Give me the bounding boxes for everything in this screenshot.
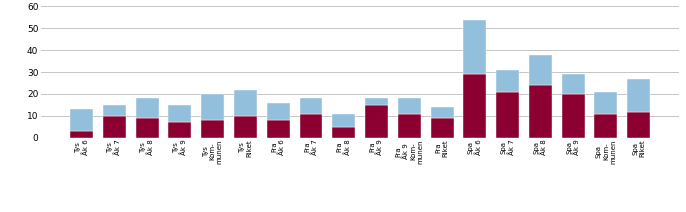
Bar — [463, 20, 486, 74]
Bar — [332, 114, 355, 127]
Bar — [562, 74, 584, 94]
Bar — [431, 107, 453, 118]
Bar — [627, 112, 650, 138]
Bar — [529, 54, 552, 85]
Bar — [595, 114, 617, 138]
Bar — [103, 116, 126, 138]
Bar — [169, 105, 191, 123]
Bar — [234, 116, 257, 138]
Bar — [136, 98, 158, 118]
Bar — [300, 98, 322, 114]
Bar — [529, 85, 552, 138]
Bar — [267, 120, 289, 138]
Bar — [365, 98, 388, 105]
Bar — [463, 74, 486, 138]
Bar — [267, 103, 289, 120]
Bar — [201, 120, 224, 138]
Bar — [70, 109, 93, 131]
Bar — [300, 114, 322, 138]
Bar — [201, 94, 224, 120]
Bar — [627, 79, 650, 112]
Bar — [398, 114, 421, 138]
Bar — [398, 98, 421, 114]
Bar — [234, 90, 257, 116]
Bar — [431, 118, 453, 138]
Bar — [496, 92, 519, 138]
Bar — [136, 118, 158, 138]
Bar — [595, 92, 617, 114]
Bar — [103, 105, 126, 116]
Bar — [169, 123, 191, 138]
Bar — [70, 131, 93, 138]
Bar — [496, 70, 519, 92]
Bar — [365, 105, 388, 138]
Bar — [562, 94, 584, 138]
Bar — [332, 127, 355, 138]
